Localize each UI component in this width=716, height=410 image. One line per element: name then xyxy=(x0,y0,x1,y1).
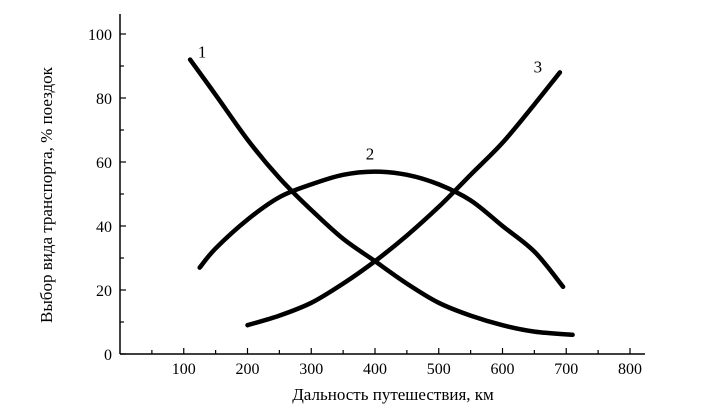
labels: 1 2 3 xyxy=(198,43,542,164)
series-line-3 xyxy=(245,70,563,328)
series-label-1: 1 xyxy=(198,43,207,62)
series-label-2: 2 xyxy=(366,145,375,164)
y-axis-title: Выбор вида транспорта, % поездок xyxy=(37,66,56,323)
y-tick-label: 20 xyxy=(96,283,112,300)
axes: 0 20 40 60 80 100 100 200 300 400 500 600 700 800 xyxy=(88,14,645,378)
y-tick-label: 40 xyxy=(96,219,112,236)
x-axis-title: Дальность путешествия, км xyxy=(292,385,494,404)
y-tick-label: 100 xyxy=(88,27,112,44)
x-tick-label: 200 xyxy=(236,361,260,378)
y-tick-label: 80 xyxy=(96,91,112,108)
y-tick-label: 0 xyxy=(104,347,112,364)
series-line-1 xyxy=(187,57,575,338)
x-tick-label: 500 xyxy=(427,361,451,378)
x-tick-label: 800 xyxy=(618,361,642,378)
series-line-2 xyxy=(197,169,566,290)
x-tick-label: 700 xyxy=(554,361,578,378)
x-tick-label: 100 xyxy=(172,361,196,378)
x-tick-label: 400 xyxy=(363,361,387,378)
x-tick-label: 300 xyxy=(299,361,323,378)
x-tick-label: 600 xyxy=(491,361,515,378)
series-lines xyxy=(187,57,575,338)
y-tick-label: 60 xyxy=(96,155,112,172)
series-label-3: 3 xyxy=(534,57,543,76)
